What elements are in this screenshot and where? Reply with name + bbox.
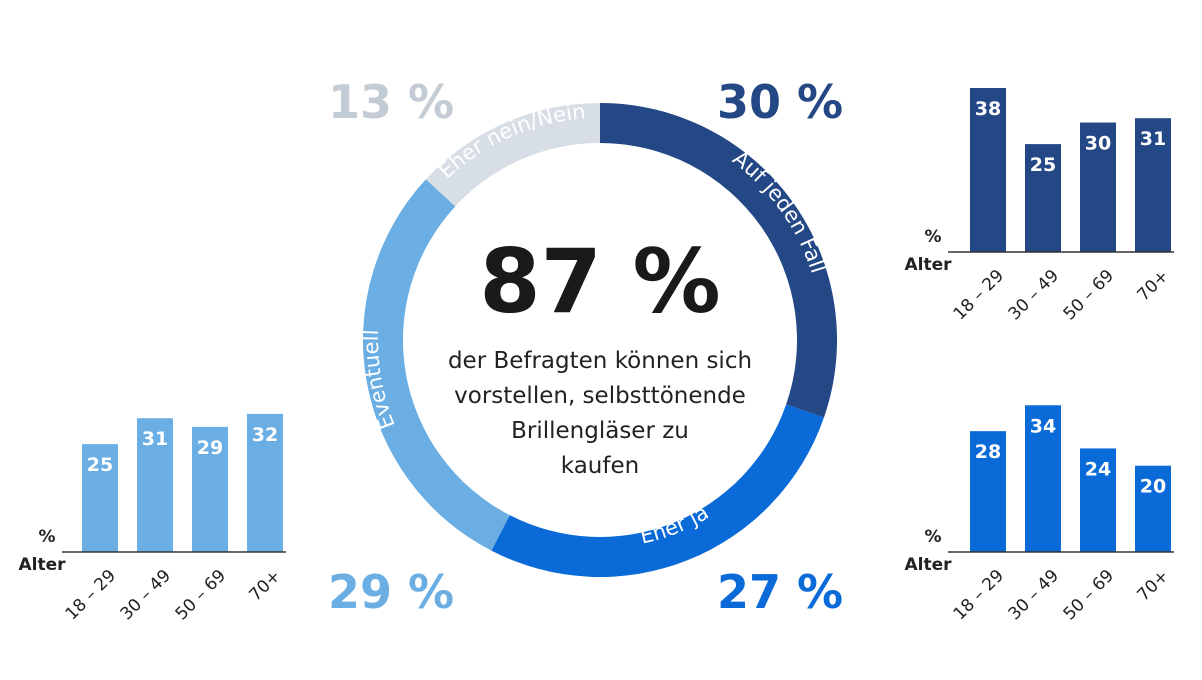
- tick-label-eher-ja-3: 50 – 69: [1060, 566, 1118, 624]
- bar-auf-jeden-fall-4: [1135, 118, 1171, 252]
- bar-eventuell-4: [247, 413, 283, 552]
- tick-label-eher-ja-1: 18 – 29: [950, 566, 1008, 624]
- bar-value-eventuell-1: 25: [87, 454, 113, 476]
- slice-percent-eher-nein: 13 %: [328, 75, 454, 129]
- tick-label-eher-ja-2: 30 – 49: [1005, 566, 1063, 624]
- tick-label-eventuell-1: 18 – 29: [62, 566, 120, 624]
- center-text-line-3: Brillengläser zu: [511, 418, 689, 444]
- tick-label-eventuell-2: 30 – 49: [117, 566, 175, 624]
- x-axis-label-eventuell: Alter: [18, 555, 66, 575]
- bar-value-auf-jeden-fall-1: 38: [975, 98, 1001, 120]
- y-axis-label-auf-jeden-fall: %: [924, 227, 941, 247]
- bar-chart-auf-jeden-fall: 38 18 – 29 25 30 – 49 30 50 – 69 31 70+% Alter: [904, 88, 1174, 324]
- bar-eventuell-1: [82, 444, 118, 552]
- bar-auf-jeden-fall-1: [970, 88, 1006, 252]
- bar-value-auf-jeden-fall-2: 25: [1030, 154, 1056, 176]
- bar-eher-ja-2: [1025, 405, 1061, 552]
- bar-eventuell-3: [192, 426, 228, 552]
- bar-value-eventuell-3: 29: [197, 437, 223, 459]
- bar-eher-ja-4: [1135, 465, 1171, 552]
- tick-label-eventuell-3: 50 – 69: [172, 566, 230, 624]
- tick-label-auf-jeden-fall-4: 70+: [1134, 266, 1174, 306]
- bar-value-eher-ja-4: 20: [1140, 476, 1166, 498]
- bar-value-eventuell-4: 32: [252, 424, 278, 446]
- y-axis-label-eher-ja: %: [924, 527, 941, 547]
- bar-value-auf-jeden-fall-3: 30: [1085, 133, 1111, 155]
- center-text-line-1: der Befragten können sich: [448, 348, 752, 374]
- donut-slice-eher-nein: [425, 103, 600, 207]
- bar-chart-eher-ja: 28 18 – 29 34 30 – 49 24 50 – 69 20 70+% Alter: [904, 405, 1174, 624]
- bar-value-eher-ja-2: 34: [1030, 415, 1056, 437]
- x-axis-label-auf-jeden-fall: Alter: [904, 255, 952, 275]
- center-text-line-4: kaufen: [561, 453, 639, 479]
- tick-label-auf-jeden-fall-3: 50 – 69: [1060, 266, 1118, 324]
- bar-value-eher-ja-3: 24: [1085, 458, 1111, 480]
- donut-slice-eventuell: [363, 179, 510, 551]
- bar-auf-jeden-fall-3: [1080, 122, 1116, 253]
- slice-percent-eventuell: 29 %: [328, 565, 454, 619]
- center-text-line-2: vorstellen, selbsttönende: [454, 383, 746, 409]
- x-axis-label-eher-ja: Alter: [904, 555, 952, 575]
- bar-value-auf-jeden-fall-4: 31: [1140, 128, 1166, 150]
- bar-value-eventuell-2: 31: [142, 428, 168, 450]
- tick-label-eventuell-4: 70+: [246, 566, 286, 606]
- bar-chart-eventuell: 25 18 – 29 31 30 – 49 29 50 – 69 32 70+% Alter: [18, 413, 286, 624]
- tick-label-eher-ja-4: 70+: [1134, 566, 1174, 606]
- slice-percent-eher-ja: 27 %: [717, 565, 843, 619]
- donut-slice-eher-ja: [491, 404, 824, 577]
- donut-chart: [363, 103, 837, 577]
- bar-eher-ja-3: [1080, 448, 1116, 552]
- center-value: 87 %: [479, 230, 720, 333]
- donut-slice-auf-jeden-fall: [600, 103, 837, 418]
- tick-label-auf-jeden-fall-2: 30 – 49: [1005, 266, 1063, 324]
- y-axis-label-eventuell: %: [38, 527, 55, 547]
- slice-percent-auf-jeden-fall: 30 %: [717, 75, 843, 129]
- tick-label-auf-jeden-fall-1: 18 – 29: [950, 266, 1008, 324]
- bar-eher-ja-1: [970, 431, 1006, 552]
- bar-value-eher-ja-1: 28: [975, 441, 1001, 463]
- bar-auf-jeden-fall-2: [1025, 144, 1061, 252]
- bar-eventuell-2: [137, 418, 173, 552]
